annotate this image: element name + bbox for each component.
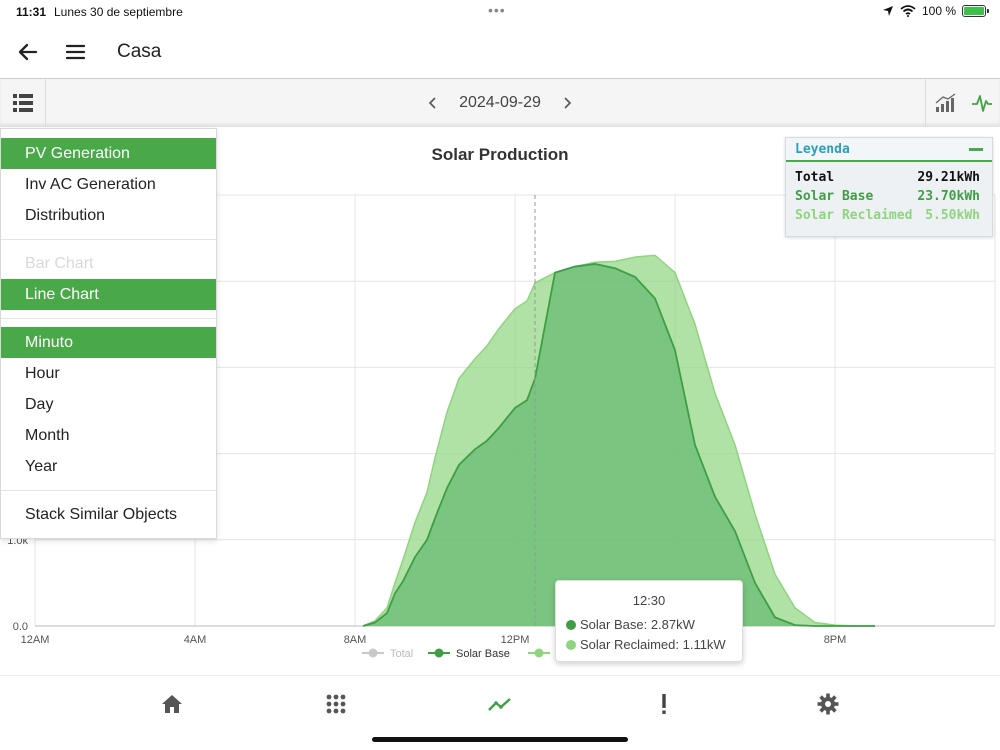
chart-toolbar: 2024-09-29 <box>0 78 1000 127</box>
chevron-left-icon[interactable] <box>425 95 441 111</box>
home-indicator[interactable] <box>372 737 628 742</box>
series-dot-icon <box>566 640 576 650</box>
legend-row-value: 23.70kWh <box>917 189 980 204</box>
menu-item-hour[interactable]: Hour <box>25 365 60 382</box>
legend-entry-label: Solar Base <box>456 648 510 660</box>
tooltip-row: Solar Reclaimed: 1.11kW <box>566 635 742 655</box>
minimize-icon[interactable] <box>969 147 983 151</box>
legend-row-name: Total <box>795 170 835 185</box>
battery-icon <box>962 5 989 17</box>
hamburger-menu-icon[interactable] <box>62 38 90 66</box>
legend-row: Total 29.21kWh <box>786 168 992 187</box>
x-tick-label: 12PM <box>501 634 530 646</box>
menu-item-inv-ac-generation[interactable]: Inv AC Generation <box>25 176 156 193</box>
chart-mode-buttons <box>925 79 1000 127</box>
menu-item-day[interactable]: Day <box>25 396 54 413</box>
legend-row: Solar Reclaimed 5.50kWh <box>786 206 992 225</box>
legend-marker <box>368 648 378 658</box>
series-area-solar-reclaimed <box>363 255 875 626</box>
tab-grid[interactable] <box>316 690 356 718</box>
menu-item-minuto[interactable]: Minuto <box>1 327 216 358</box>
legend-row-value: 29.21kWh <box>917 170 980 185</box>
legend-title: Leyenda <box>795 141 850 157</box>
tooltip-time: 12:30 <box>632 593 666 608</box>
menu-item-pv-generation[interactable]: PV Generation <box>1 138 216 169</box>
x-tick-label: 8AM <box>344 634 367 646</box>
legend-marker <box>434 648 444 658</box>
app-bar: Casa <box>0 24 1000 78</box>
legend-marker <box>534 648 544 658</box>
menu-item-line-chart[interactable]: Line Chart <box>1 279 216 310</box>
location-arrow-icon <box>882 6 893 16</box>
legend-panel: Leyenda Total 29.21kWh Solar Base 23.70kWh S… <box>785 137 993 237</box>
settings-gear-icon <box>817 693 839 715</box>
page-title: Casa <box>117 41 162 62</box>
battery-percent: 100 % <box>921 4 956 18</box>
legend-rows: Total 29.21kWh Solar Base 23.70kWh Solar Rec… <box>786 168 992 225</box>
list-icon <box>12 94 33 112</box>
bar-chart-mode-button[interactable] <box>928 79 964 127</box>
menu-item-year[interactable]: Year <box>25 458 58 475</box>
legend-row-value: 5.50kWh <box>925 208 980 223</box>
current-date[interactable]: 2024-09-29 <box>459 94 541 111</box>
series-area-solar-base <box>363 263 875 626</box>
chart-tooltip: 12:30 Solar Base: 2.87kW Solar Reclaimed:… <box>555 580 743 662</box>
legend-row-name: Solar Reclaimed <box>795 208 913 223</box>
line-chart-mode-button[interactable] <box>964 79 1000 127</box>
grid-icon <box>326 694 346 714</box>
y-tick-label: 0.0 <box>13 621 28 633</box>
menu-divider <box>1 239 216 240</box>
status-bar: 11:31 Lunes 30 de septiembre ••• 100 % <box>0 0 1000 24</box>
menu-item-bar-chart: Bar Chart <box>25 255 94 272</box>
date-navigator: 2024-09-29 <box>400 79 600 127</box>
chart-title: Solar Production <box>431 145 569 164</box>
menu-item-month[interactable]: Month <box>25 427 70 444</box>
chart-options-menu: PV Generation Inv AC Generation Distributi… <box>0 128 217 539</box>
x-tick-label: 4AM <box>184 634 207 646</box>
alert-icon <box>662 694 666 714</box>
chevron-right-icon[interactable] <box>559 95 575 111</box>
multitask-dots-icon[interactable]: ••• <box>488 2 506 18</box>
legend-header[interactable]: Leyenda <box>786 138 992 162</box>
tab-trend[interactable] <box>480 690 520 718</box>
toolbar-divider <box>925 79 926 127</box>
tab-alerts[interactable] <box>644 690 684 718</box>
options-list-button[interactable] <box>0 79 46 127</box>
series-line-solar-base <box>362 263 875 627</box>
tab-settings[interactable] <box>808 690 848 718</box>
series-dot-icon <box>566 620 576 630</box>
status-time: 11:31 <box>16 5 47 19</box>
tab-home[interactable] <box>152 690 192 718</box>
x-tick-label: 8PM <box>824 634 847 646</box>
menu-item-distribution[interactable]: Distribution <box>25 207 106 224</box>
tooltip-row-label: Solar Reclaimed: 1.11kW <box>580 637 726 652</box>
status-date: Lunes 30 de septiembre <box>54 5 183 19</box>
back-arrow-icon[interactable] <box>14 38 42 66</box>
tooltip-rows: Solar Base: 2.87kW Solar Reclaimed: 1.11k… <box>566 615 742 655</box>
pulse-line-icon <box>972 95 992 112</box>
menu-items: PV Generation Inv AC Generation Distributi… <box>1 138 216 530</box>
tooltip-row-label: Solar Base: 2.87kW <box>580 617 695 632</box>
menu-item-stack-similar-objects[interactable]: Stack Similar Objects <box>25 506 178 523</box>
x-tick-label: 12AM <box>21 634 50 646</box>
battery-fill <box>964 7 984 15</box>
wifi-icon <box>900 5 916 17</box>
tooltip-row: Solar Base: 2.87kW <box>566 615 742 635</box>
signal-bars-icon <box>935 93 956 112</box>
menu-divider <box>1 318 216 319</box>
legend-row-name: Solar Base <box>795 189 874 204</box>
menu-divider <box>1 490 216 491</box>
status-right: 100 % <box>882 4 989 18</box>
legend-entry-label: Total <box>390 648 413 660</box>
legend-row: Solar Base 23.70kWh <box>786 187 992 206</box>
home-icon <box>162 695 182 713</box>
trend-icon <box>488 698 511 711</box>
